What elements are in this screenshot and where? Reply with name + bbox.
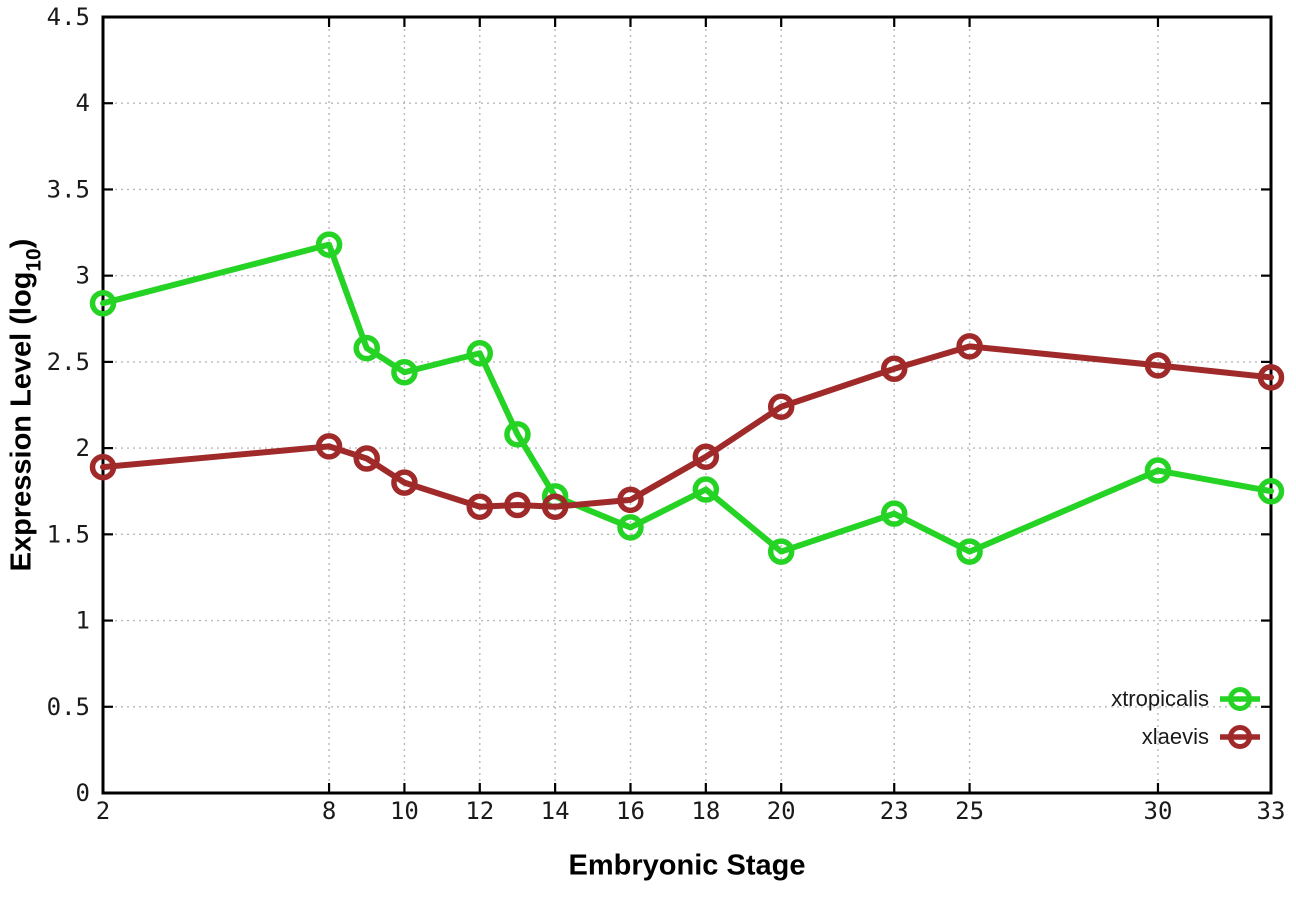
series-xlaevis-point-12 (466, 493, 494, 520)
series-xtropicalis-point-20 (767, 538, 795, 565)
y-tick-label-1.5: 1.5 (47, 520, 90, 548)
x-tick-label-12: 12 (465, 797, 494, 825)
legend-marker-xtropicalis (1220, 687, 1260, 711)
series-xlaevis-point-14 (541, 493, 569, 520)
series-xtropicalis-line (100, 241, 1274, 555)
series-xlaevis-line (100, 343, 1274, 510)
legend-row-xtropicalis: xtropicalis (1111, 680, 1262, 718)
series-xtropicalis-point-25 (956, 538, 983, 565)
x-tick-label-23: 23 (880, 797, 909, 825)
legend-marker-xlaevis (1220, 725, 1260, 749)
legend-label-xlaevis: xlaevis (1141, 724, 1209, 749)
y-axis-title: Expression Level (log10) (5, 238, 46, 572)
y-axis-title-subscript: 10 (22, 248, 46, 272)
series-xtropicalis-point-2 (89, 290, 117, 317)
series-xlaevis-point-16 (617, 486, 644, 514)
y-tick-label-3.5: 3.5 (47, 175, 90, 203)
x-tick-label-2: 2 (96, 797, 110, 825)
y-axis-title-close: ) (5, 238, 38, 249)
x-tick-label-10: 10 (390, 797, 419, 825)
x-tick-label-20: 20 (767, 797, 796, 825)
y-tick-label-0: 0 (76, 779, 90, 807)
series-xlaevis-point-10 (391, 469, 418, 496)
x-tick-label-33: 33 (1257, 797, 1286, 825)
series-xtropicalis-point-8 (315, 231, 343, 258)
series-xtropicalis-point-23 (880, 500, 908, 527)
series-xlaevis-point-30 (1144, 352, 1172, 379)
legend-label-xtropicalis: xtropicalis (1111, 686, 1209, 711)
series-xtropicalis-point-13 (504, 421, 531, 448)
series-xlaevis-point-23 (880, 355, 908, 383)
x-tick-label-30: 30 (1144, 797, 1173, 825)
y-tick-label-2: 2 (76, 434, 90, 462)
series-xtropicalis-point-33 (1257, 477, 1285, 505)
legend-row-xlaevis: xlaevis (1142, 718, 1262, 756)
y-tick-label-4: 4 (76, 89, 90, 117)
legend: xtropicalis xlaevis (1111, 680, 1262, 756)
y-tick-label-3: 3 (76, 262, 90, 290)
series-xlaevis-point-8 (315, 433, 343, 460)
x-axis-title: Embryonic Stage (568, 849, 806, 882)
series-xtropicalis-point-18 (692, 476, 720, 503)
y-tick-label-0.5: 0.5 (47, 693, 90, 721)
series-xlaevis-point-2 (89, 453, 117, 481)
y-tick-label-4.5: 4.5 (47, 3, 90, 31)
x-tick-label-16: 16 (616, 797, 645, 825)
series-xlaevis-point-33 (1257, 364, 1285, 391)
series-xlaevis-point-13 (504, 491, 531, 519)
y-axis-title-text: Expression Level (log (5, 271, 38, 572)
series-xtropicalis-point-12 (466, 340, 494, 367)
series-xlaevis-point-18 (692, 443, 720, 470)
series-xtropicalis-point-30 (1144, 457, 1172, 484)
series-xtropicalis-point-9 (353, 334, 380, 362)
x-tick-label-8: 8 (322, 797, 336, 825)
y-tick-label-2.5: 2.5 (47, 348, 90, 376)
series-xlaevis-point-20 (767, 393, 795, 420)
x-tick-label-18: 18 (691, 797, 720, 825)
x-tick-label-14: 14 (541, 797, 570, 825)
plot-border (101, 15, 1273, 795)
series-xlaevis-point-25 (956, 333, 983, 360)
series-xtropicalis-point-10 (391, 358, 418, 386)
x-tick-label-25: 25 (955, 797, 984, 825)
series-xtropicalis-point-16 (617, 514, 644, 541)
series-xlaevis-point-9 (353, 445, 380, 472)
y-tick-label-1: 1 (76, 607, 90, 635)
